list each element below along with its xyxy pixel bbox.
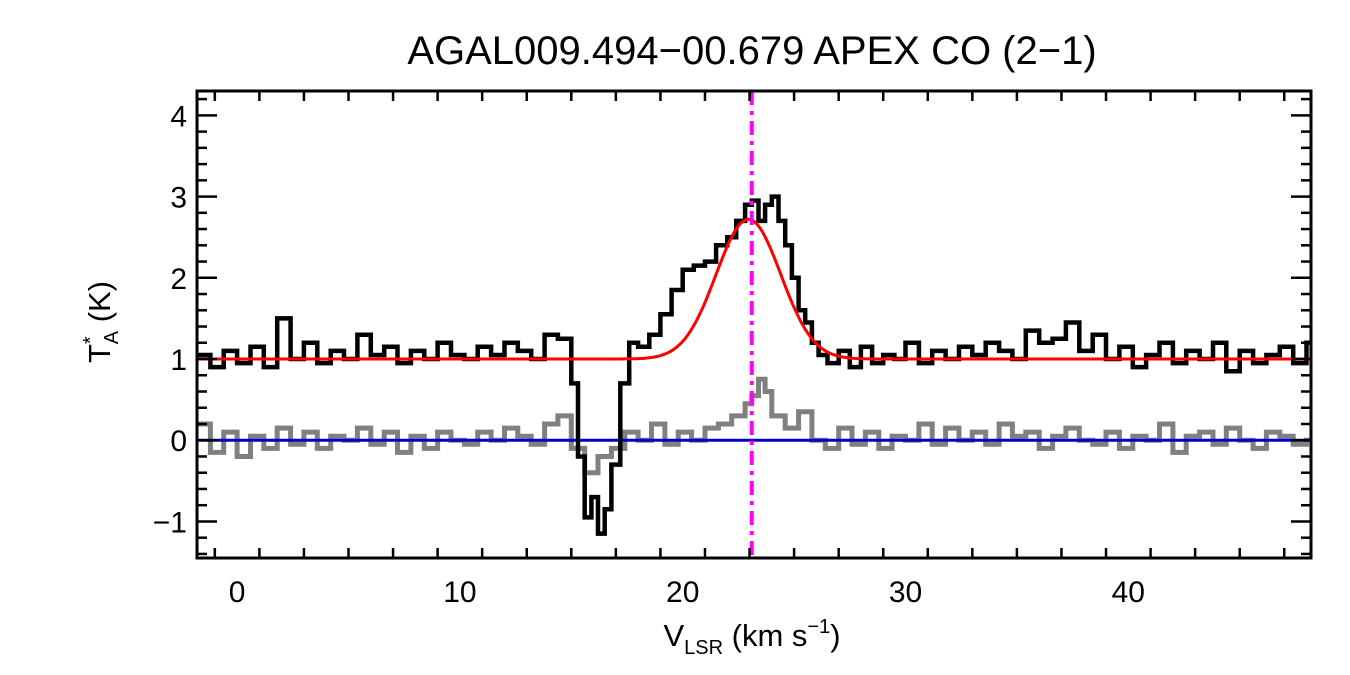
x-axis-label-unit-close: ) bbox=[830, 618, 840, 653]
x-axis-label-unit-exp: −1 bbox=[807, 616, 830, 638]
tick-labels: 0 10 20 30 40 −1 0 1 2 3 4 bbox=[153, 100, 1145, 609]
x-tick-label: 10 bbox=[443, 576, 476, 609]
x-axis-label-main: V bbox=[663, 618, 684, 653]
x-tick-label: 40 bbox=[1112, 576, 1145, 609]
y-tick-label: 0 bbox=[170, 425, 187, 458]
y-axis-label-main: T bbox=[82, 344, 117, 363]
x-tick-label: 30 bbox=[889, 576, 922, 609]
y-axis-label-sub: A bbox=[101, 330, 123, 344]
x-axis-label-unit: (km s bbox=[723, 618, 807, 653]
y-tick-label: −1 bbox=[153, 506, 187, 539]
plot-frame bbox=[195, 89, 1313, 560]
y-tick-label: 4 bbox=[170, 100, 187, 133]
y-tick-label: 2 bbox=[170, 263, 187, 296]
x-tick-label: 20 bbox=[666, 576, 699, 609]
y-axis-label: T*A (K) bbox=[80, 281, 123, 363]
residual-line bbox=[197, 376, 1311, 476]
axis-ticks bbox=[197, 91, 1311, 558]
x-axis-label-sub: LSR bbox=[684, 637, 723, 659]
y-tick-label: 3 bbox=[170, 182, 187, 215]
y-tick-label: 1 bbox=[170, 344, 187, 377]
x-axis-label: VLSR (km s−1) bbox=[663, 616, 840, 659]
y-axis-label-sup: * bbox=[80, 336, 102, 344]
chart-title: AGAL009.494−00.679 APEX CO (2−1) bbox=[407, 29, 1096, 73]
y-axis-label-unit: (K) bbox=[82, 281, 117, 331]
x-tick-label: 0 bbox=[229, 576, 246, 609]
plot-series bbox=[197, 91, 1311, 558]
gaussian-fit-line bbox=[197, 217, 1311, 361]
observed-spectrum-line bbox=[197, 194, 1311, 536]
